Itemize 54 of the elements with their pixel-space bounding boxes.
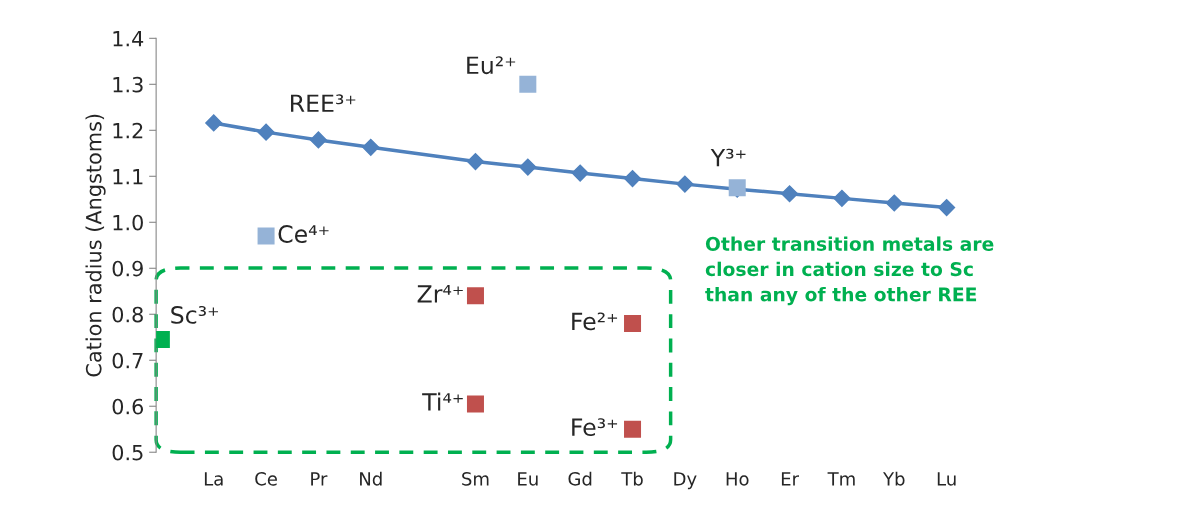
x-tick-label: Eu bbox=[518, 472, 538, 486]
y-tick-label: 1.2 bbox=[113, 122, 143, 139]
series-label: Fe³⁺ bbox=[572, 418, 618, 437]
series-label: Zr⁴⁺ bbox=[417, 285, 463, 303]
point bbox=[519, 75, 537, 93]
point bbox=[309, 131, 327, 149]
series-label: Sc³⁺ bbox=[171, 306, 219, 324]
x-tick-label: Dy bbox=[674, 472, 697, 490]
point bbox=[205, 114, 223, 132]
point bbox=[781, 185, 799, 203]
series-label: Ce⁴⁺ bbox=[278, 225, 329, 243]
y-tick-label: 1.4 bbox=[113, 31, 144, 47]
point bbox=[257, 227, 275, 245]
x-tick-label: Lu bbox=[937, 472, 956, 486]
x-tick-label: Ho bbox=[726, 472, 749, 486]
annotation: Other transition metals are closer in cation size to Sc than any of the other REE bbox=[705, 236, 994, 306]
x-tick-label: Er bbox=[781, 472, 799, 486]
y-tick-label: 0.9 bbox=[112, 260, 143, 277]
y-tick-label: 0.6 bbox=[112, 398, 144, 415]
x-tick-label: Yb bbox=[883, 471, 905, 486]
point bbox=[624, 314, 642, 332]
y-tick-label: 1.3 bbox=[113, 76, 143, 93]
x-tick-label: Nd bbox=[360, 471, 382, 486]
y-axis-title: Cation radius (Angstoms) bbox=[85, 114, 106, 377]
y-tick-label: 1.0 bbox=[113, 214, 143, 231]
series-label: Fe²⁺ bbox=[572, 312, 618, 331]
point bbox=[571, 164, 589, 182]
series-label: Ti⁴⁺ bbox=[422, 392, 463, 411]
y-tick-label: 0.5 bbox=[112, 444, 143, 461]
x-tick-label: Sm bbox=[462, 472, 489, 486]
x-tick-label: La bbox=[204, 472, 223, 486]
point bbox=[676, 175, 694, 193]
x-tick-label: Ce bbox=[255, 472, 277, 486]
series-label: Eu²⁺ bbox=[467, 56, 516, 75]
point bbox=[257, 123, 275, 141]
point bbox=[623, 170, 642, 188]
series-label: Y³⁺ bbox=[710, 148, 746, 167]
x-tick-label: Gd bbox=[568, 471, 592, 486]
point bbox=[885, 194, 903, 212]
point bbox=[466, 395, 484, 413]
point bbox=[624, 420, 642, 438]
y-tick-label: 0.8 bbox=[112, 306, 143, 323]
x-tick-label: Tm bbox=[827, 472, 855, 486]
point bbox=[519, 158, 537, 176]
y-tick-label: 1.1 bbox=[113, 169, 143, 185]
series-label: REE³⁺ bbox=[291, 94, 356, 112]
point bbox=[466, 287, 484, 305]
y-tick-label: 0.7 bbox=[112, 352, 143, 369]
point bbox=[938, 199, 956, 217]
x-tick-label: Pr bbox=[311, 472, 328, 486]
point bbox=[833, 189, 851, 207]
point bbox=[362, 138, 380, 156]
point bbox=[466, 153, 485, 171]
x-tick-label: Tb bbox=[621, 471, 643, 486]
